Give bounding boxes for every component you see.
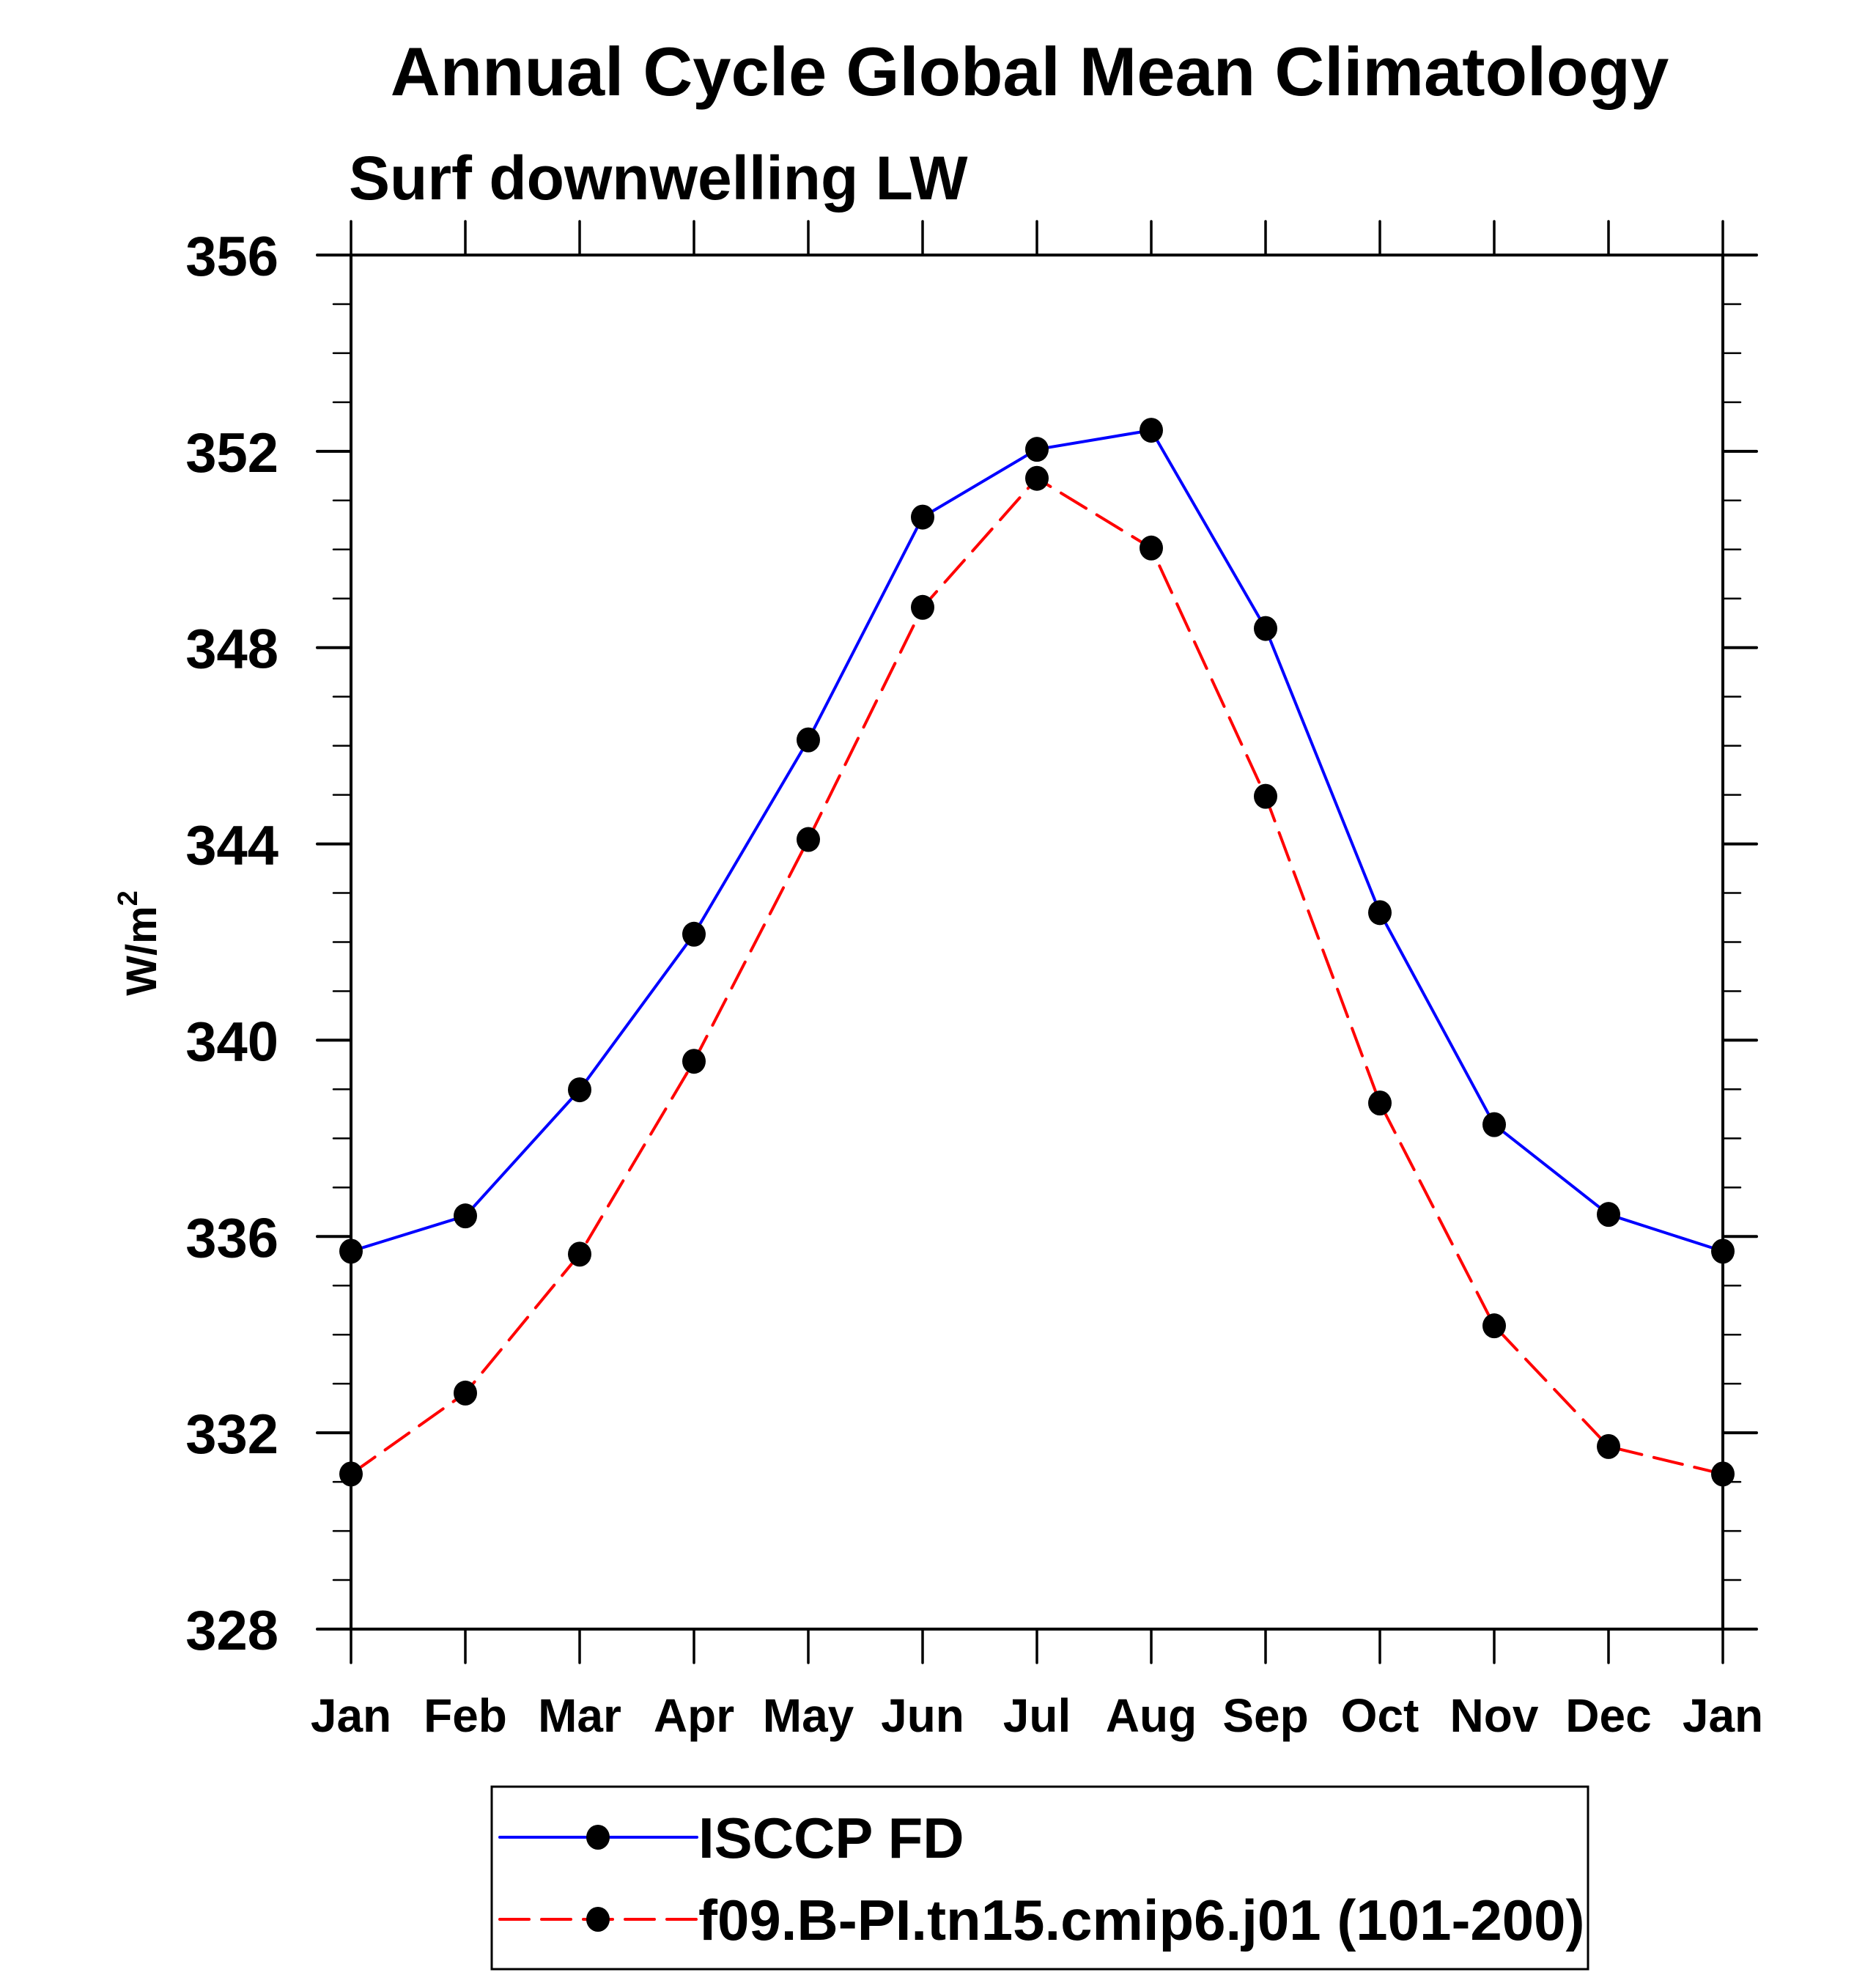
data-point-series-2 bbox=[911, 594, 934, 620]
legend-entry: ISCCP FD bbox=[498, 1806, 964, 1870]
series-markers bbox=[339, 418, 1735, 1487]
legend-entry: f09.B-PI.tn15.cmip6.j01 (101-200) bbox=[498, 1888, 1585, 1952]
x-tick-label: Oct bbox=[1341, 1689, 1419, 1742]
y-tick-label: 348 bbox=[185, 619, 278, 681]
data-point-series-1 bbox=[682, 921, 706, 947]
x-tick-label: Jun bbox=[881, 1689, 964, 1742]
svg-text:W/m2: W/m2 bbox=[113, 890, 166, 996]
y-tick-labels: 328 332 336 340 344 348 352 356 bbox=[185, 226, 278, 1662]
legend-marker bbox=[586, 1825, 610, 1850]
y-tick-label: 344 bbox=[185, 815, 278, 877]
legend-label: ISCCP FD bbox=[698, 1806, 964, 1870]
y-axis-label-superscript: 2 bbox=[113, 890, 144, 906]
data-point-series-1 bbox=[568, 1077, 591, 1103]
x-tick-label: Feb bbox=[424, 1689, 507, 1742]
axis-ticks bbox=[316, 220, 1758, 1664]
data-point-series-2 bbox=[1597, 1433, 1620, 1459]
y-tick-label: 352 bbox=[185, 422, 278, 484]
data-point-series-2 bbox=[568, 1241, 591, 1267]
data-point-series-1 bbox=[1254, 616, 1277, 641]
y-tick-label: 340 bbox=[185, 1011, 278, 1073]
data-point-series-2 bbox=[1482, 1313, 1506, 1339]
data-point-series-1 bbox=[1597, 1202, 1620, 1228]
data-point-series-1 bbox=[1025, 437, 1049, 462]
data-point-series-1 bbox=[911, 504, 934, 530]
plot-frame bbox=[350, 254, 1724, 1631]
series-line-1 bbox=[350, 429, 1724, 1253]
x-tick-label: Nov bbox=[1450, 1689, 1539, 1742]
x-tick-labels: Jan Feb Mar Apr May Jun Jul Aug Sep Oct Nov Dec Jan bbox=[311, 1689, 1763, 1742]
chart-subtitle: Surf downwelling LW bbox=[349, 144, 968, 213]
legend: ISCCP FD f09.B-PI.tn15.cmip6.j01 (101-200… bbox=[490, 1785, 1589, 1971]
x-tick-label: Apr bbox=[654, 1689, 734, 1742]
data-point-series-1 bbox=[797, 727, 820, 753]
x-tick-label: Dec bbox=[1565, 1689, 1651, 1742]
data-point-series-1 bbox=[1482, 1112, 1506, 1137]
x-tick-label: Jan bbox=[311, 1689, 391, 1742]
y-axis-label-text: W/m bbox=[118, 906, 166, 995]
series-lines bbox=[350, 429, 1724, 1476]
y-tick-label: 332 bbox=[185, 1403, 278, 1466]
legend-box bbox=[490, 1785, 1589, 1971]
x-tick-label: Jan bbox=[1683, 1689, 1763, 1742]
series-line-2 bbox=[350, 476, 1724, 1476]
data-point-series-2 bbox=[797, 827, 820, 852]
data-point-series-2 bbox=[454, 1380, 477, 1406]
data-point-series-2 bbox=[682, 1049, 706, 1074]
x-tick-label: Jul bbox=[1003, 1689, 1071, 1742]
data-point-series-2 bbox=[1254, 783, 1277, 809]
x-tick-label: Sep bbox=[1222, 1689, 1308, 1742]
legend-entries: ISCCP FD f09.B-PI.tn15.cmip6.j01 (101-200… bbox=[498, 1806, 1585, 1952]
chart-title: Annual Cycle Global Mean Climatology bbox=[391, 33, 1669, 110]
y-tick-label: 328 bbox=[185, 1600, 278, 1662]
legend-label: f09.B-PI.tn15.cmip6.j01 (101-200) bbox=[698, 1888, 1585, 1952]
y-axis-label: W/m2 bbox=[113, 890, 166, 996]
data-point-series-2 bbox=[1025, 465, 1049, 491]
x-tick-label: Mar bbox=[538, 1689, 621, 1742]
data-point-series-1 bbox=[1140, 418, 1163, 443]
data-point-series-2 bbox=[1140, 535, 1163, 561]
y-tick-label: 356 bbox=[185, 226, 278, 288]
data-point-series-1 bbox=[454, 1203, 477, 1229]
y-tick-label: 336 bbox=[185, 1207, 278, 1269]
data-point-series-1 bbox=[1368, 900, 1392, 926]
data-point-series-2 bbox=[1368, 1090, 1392, 1116]
x-tick-label: Aug bbox=[1106, 1689, 1197, 1742]
x-tick-label: May bbox=[763, 1689, 854, 1742]
legend-marker bbox=[586, 1907, 610, 1932]
